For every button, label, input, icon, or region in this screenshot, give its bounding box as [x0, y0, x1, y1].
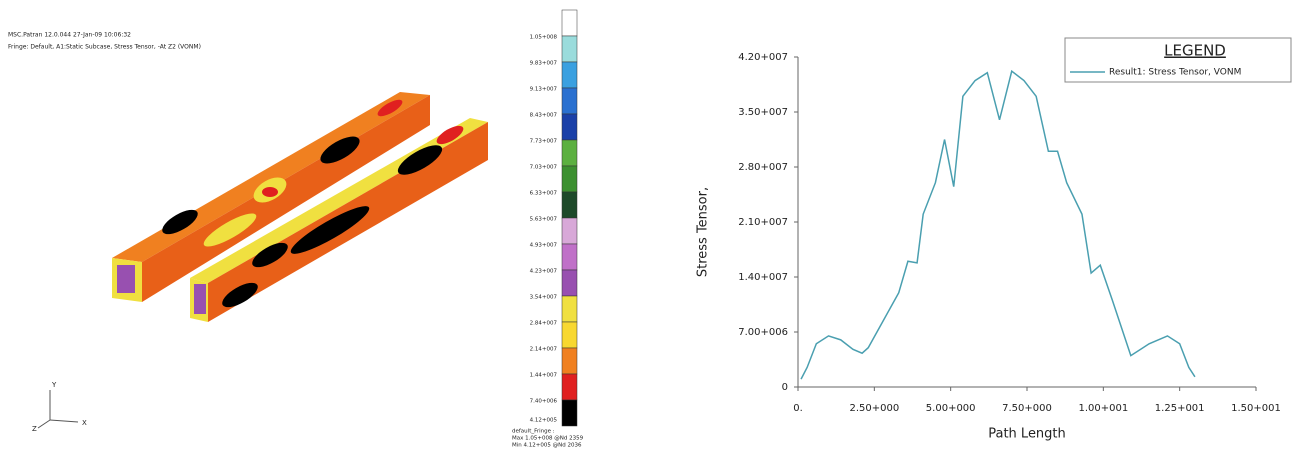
y-tick-label: 1.40+007	[738, 272, 788, 283]
scale-swatch	[562, 114, 577, 140]
scale-label: 2.84+007	[530, 321, 558, 327]
scale-label: 4.12+005	[530, 418, 558, 424]
scale-swatch	[562, 270, 577, 296]
scale-swatch	[562, 166, 577, 192]
data-line	[801, 71, 1195, 379]
y-tick-label: 0	[782, 382, 788, 393]
scale-label: 1.05+008	[530, 35, 558, 41]
scale-swatch	[562, 36, 577, 62]
x-tick-label: 1.50+001	[1231, 403, 1281, 414]
x-tick-label: 1.00+001	[1078, 403, 1128, 414]
footer-text: default_Fringe :	[512, 429, 555, 435]
y-tick-label: 2.80+007	[738, 162, 788, 173]
x-tick-label: 0.	[793, 403, 803, 414]
scale-swatch	[562, 62, 577, 88]
x-tick-label: 5.00+000	[926, 403, 976, 414]
screenshot: MSC.Patran 12.0.044 27-Jan-09 10:06:32 Fr…	[0, 0, 1292, 455]
scale-swatch	[562, 244, 577, 270]
legend-label: Result1: Stress Tensor, VONM	[1109, 68, 1241, 78]
x-tick-label: 2.50+000	[849, 403, 899, 414]
axis-triad-label: X	[82, 419, 87, 427]
header-text: MSC.Patran 12.0.044 27-Jan-09 10:06:32	[8, 32, 131, 39]
axis-triad-label: Z	[32, 425, 37, 433]
scale-swatch	[562, 140, 577, 166]
scale-label: 7.03+007	[530, 165, 558, 171]
scale-label: 4.23+007	[530, 269, 558, 275]
y-axis-label: Stress Tensor,	[696, 187, 711, 277]
scale-swatch	[562, 322, 577, 348]
y-tick-label: 7.00+006	[738, 327, 788, 338]
scale-label: 3.54+007	[530, 295, 558, 301]
scale-label: 5.63+007	[530, 217, 558, 223]
y-tick-label: 4.20+007	[738, 52, 788, 63]
scale-label: 2.14+007	[530, 347, 558, 353]
scale-label: 8.43+007	[530, 113, 558, 119]
scale-swatch	[562, 218, 577, 244]
y-tick-label: 2.10+007	[738, 217, 788, 228]
scale-label: 9.13+007	[530, 87, 558, 93]
header-text: Fringe: Default, A1:Static Subcase, Stre…	[8, 44, 201, 51]
scale-label: 7.40+006	[530, 399, 558, 405]
scale-swatch	[562, 348, 577, 374]
scale-swatch	[562, 400, 577, 426]
scale-swatch	[562, 192, 577, 218]
scale-swatch	[562, 10, 577, 36]
scale-label: 4.93+007	[530, 243, 558, 249]
scale-swatch	[562, 374, 577, 400]
x-tick-label: 7.50+000	[1002, 403, 1052, 414]
fringe-model	[38, 92, 488, 428]
x-axis-label: Path Length	[988, 427, 1066, 442]
scale-label: 1.44+007	[530, 373, 558, 379]
scale-label: 9.83+007	[530, 61, 558, 67]
x-tick-label: 1.25+001	[1155, 403, 1205, 414]
scale-label: 7.73+007	[530, 139, 558, 145]
scale-swatch	[562, 296, 577, 322]
scale-swatch	[562, 88, 577, 114]
footer-text: Min 4.12+005 @Nd 2036	[512, 443, 582, 449]
legend-title: LEGEND	[1164, 42, 1226, 60]
y-tick-label: 3.50+007	[738, 107, 788, 118]
axis-triad-label: Y	[51, 381, 57, 389]
footer-text: Max 1.05+008 @Nd 2359	[512, 436, 584, 442]
scale-label: 6.33+007	[530, 191, 558, 197]
